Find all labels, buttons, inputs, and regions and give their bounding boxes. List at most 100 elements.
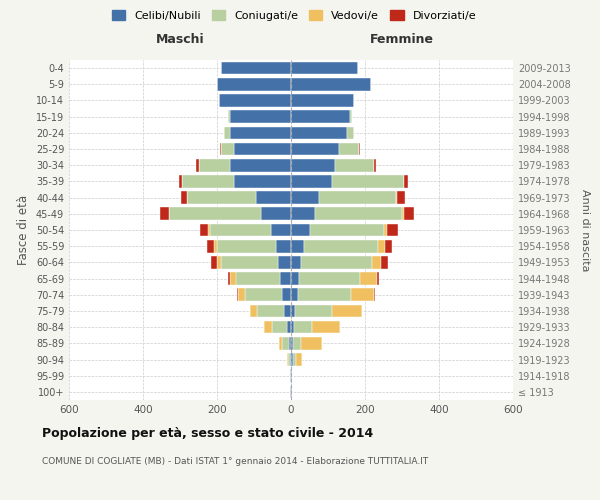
Text: Femmine: Femmine	[370, 34, 434, 46]
Legend: Celibi/Nubili, Coniugati/e, Vedovi/e, Divorziati/e: Celibi/Nubili, Coniugati/e, Vedovi/e, Di…	[107, 6, 481, 25]
Bar	[291, 110, 350, 123]
Bar	[282, 337, 289, 349]
Bar	[280, 272, 291, 285]
Bar	[291, 62, 358, 74]
Bar	[299, 272, 360, 285]
Bar	[228, 110, 230, 123]
Text: COMUNE DI COGLIATE (MB) - Dati ISTAT 1° gennaio 2014 - Elaborazione TUTTITALIA.I: COMUNE DI COGLIATE (MB) - Dati ISTAT 1° …	[42, 458, 428, 466]
Bar	[291, 256, 301, 268]
Bar	[291, 78, 371, 90]
Bar	[295, 304, 332, 318]
Bar	[339, 142, 359, 156]
Bar	[291, 272, 299, 285]
Bar	[265, 321, 272, 334]
Bar	[221, 62, 291, 74]
Bar	[196, 159, 199, 172]
Bar	[298, 288, 352, 301]
Text: Popolazione per età, sesso e stato civile - 2014: Popolazione per età, sesso e stato civil…	[42, 428, 373, 440]
Bar	[228, 272, 230, 285]
Bar	[291, 288, 298, 301]
Bar	[237, 288, 238, 301]
Bar	[291, 175, 332, 188]
Bar	[291, 192, 319, 204]
Bar	[187, 192, 256, 204]
Bar	[313, 321, 340, 334]
Bar	[272, 321, 287, 334]
Bar	[179, 175, 182, 188]
Bar	[169, 208, 262, 220]
Bar	[291, 208, 315, 220]
Y-axis label: Fasce di età: Fasce di età	[17, 195, 30, 265]
Bar	[278, 256, 291, 268]
Bar	[211, 256, 217, 268]
Bar	[310, 224, 383, 236]
Bar	[208, 240, 214, 252]
Bar	[402, 208, 404, 220]
Bar	[209, 224, 271, 236]
Bar	[256, 192, 291, 204]
Bar	[160, 208, 169, 220]
Bar	[208, 224, 209, 236]
Bar	[291, 94, 354, 107]
Bar	[199, 159, 230, 172]
Bar	[219, 94, 291, 107]
Bar	[290, 370, 291, 382]
Bar	[271, 224, 291, 236]
Bar	[387, 224, 398, 236]
Bar	[404, 208, 414, 220]
Bar	[377, 272, 379, 285]
Bar	[290, 386, 291, 398]
Bar	[291, 159, 335, 172]
Bar	[374, 159, 376, 172]
Bar	[291, 321, 294, 334]
Bar	[291, 370, 292, 382]
Bar	[301, 256, 371, 268]
Bar	[282, 288, 291, 301]
Bar	[291, 126, 347, 139]
Bar	[224, 126, 230, 139]
Bar	[385, 240, 392, 252]
Bar	[230, 126, 291, 139]
Bar	[291, 304, 295, 318]
Bar	[262, 208, 291, 220]
Bar	[315, 208, 402, 220]
Bar	[291, 353, 293, 366]
Bar	[221, 256, 278, 268]
Bar	[293, 337, 301, 349]
Y-axis label: Anni di nascita: Anni di nascita	[580, 188, 590, 271]
Bar	[332, 175, 404, 188]
Bar	[250, 304, 257, 318]
Bar	[347, 126, 354, 139]
Bar	[220, 142, 221, 156]
Bar	[291, 224, 310, 236]
Bar	[289, 337, 291, 349]
Bar	[287, 353, 290, 366]
Bar	[290, 353, 291, 366]
Bar	[182, 175, 233, 188]
Bar	[221, 142, 233, 156]
Bar	[233, 142, 291, 156]
Bar	[200, 224, 208, 236]
Bar	[233, 175, 291, 188]
Bar	[332, 304, 362, 318]
Bar	[404, 175, 407, 188]
Bar	[230, 110, 291, 123]
Bar	[235, 272, 280, 285]
Bar	[245, 288, 282, 301]
Bar	[217, 78, 291, 90]
Bar	[378, 240, 385, 252]
Bar	[350, 110, 352, 123]
Bar	[287, 321, 291, 334]
Bar	[276, 240, 291, 252]
Bar	[293, 353, 296, 366]
Bar	[352, 288, 374, 301]
Bar	[181, 192, 187, 204]
Bar	[304, 240, 378, 252]
Bar	[230, 159, 291, 172]
Bar	[374, 288, 376, 301]
Bar	[279, 337, 282, 349]
Bar	[230, 272, 235, 285]
Bar	[291, 386, 292, 398]
Bar	[257, 304, 284, 318]
Bar	[284, 304, 291, 318]
